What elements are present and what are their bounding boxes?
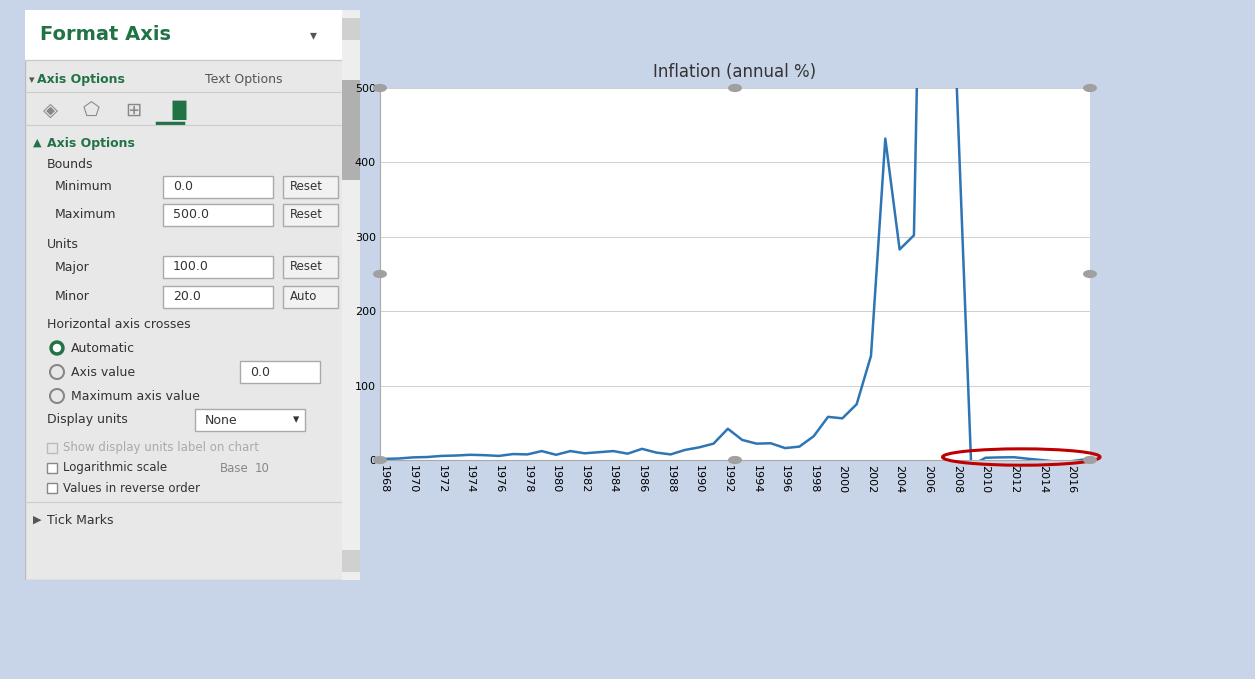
Bar: [343, 80, 360, 180]
Bar: [25, 10, 360, 60]
Text: 0.0: 0.0: [250, 365, 270, 378]
Text: Reset: Reset: [290, 208, 323, 221]
Text: Maximum axis value: Maximum axis value: [72, 390, 200, 403]
Text: Axis Options: Axis Options: [36, 73, 126, 86]
Text: 20.0: 20.0: [173, 291, 201, 304]
Text: Display units: Display units: [46, 414, 128, 426]
Text: Minor: Minor: [55, 291, 90, 304]
Bar: [343, 18, 360, 40]
FancyBboxPatch shape: [163, 256, 274, 278]
Text: ▾: ▾: [310, 28, 318, 42]
FancyBboxPatch shape: [25, 10, 360, 580]
Text: 100.0: 100.0: [173, 261, 208, 274]
Text: ⊞: ⊞: [126, 100, 142, 120]
Text: ✕: ✕: [340, 28, 351, 42]
Text: Minimum: Minimum: [55, 181, 113, 194]
Text: Reset: Reset: [290, 261, 323, 274]
Text: 500.0: 500.0: [173, 208, 210, 221]
Text: Reset: Reset: [290, 181, 323, 194]
FancyBboxPatch shape: [46, 463, 56, 473]
FancyBboxPatch shape: [195, 409, 305, 431]
Text: Major: Major: [55, 261, 90, 274]
Text: Units: Units: [46, 238, 79, 251]
Text: Maximum: Maximum: [55, 208, 117, 221]
Text: Text Options: Text Options: [205, 73, 282, 86]
Title: Inflation (annual %): Inflation (annual %): [654, 63, 817, 81]
Circle shape: [50, 341, 64, 355]
Text: ⬠: ⬠: [83, 100, 100, 120]
FancyBboxPatch shape: [163, 176, 274, 198]
Text: Tick Marks: Tick Marks: [46, 513, 113, 526]
Text: Format Axis: Format Axis: [40, 26, 171, 45]
Text: Axis value: Axis value: [72, 365, 136, 378]
Text: 0.0: 0.0: [173, 181, 193, 194]
Text: ▲: ▲: [348, 24, 354, 33]
FancyBboxPatch shape: [282, 204, 338, 226]
Text: ▾: ▾: [29, 75, 35, 85]
Text: None: None: [205, 414, 237, 426]
Text: 10: 10: [255, 462, 270, 475]
FancyBboxPatch shape: [282, 176, 338, 198]
FancyBboxPatch shape: [163, 204, 274, 226]
FancyBboxPatch shape: [163, 286, 274, 308]
FancyBboxPatch shape: [282, 256, 338, 278]
Text: ▼: ▼: [348, 557, 354, 566]
Text: Base: Base: [220, 462, 248, 475]
Text: ▲: ▲: [33, 138, 41, 148]
Bar: [343, 10, 360, 580]
Text: ▾: ▾: [292, 414, 299, 426]
Text: ◈: ◈: [43, 100, 58, 120]
Text: Automatic: Automatic: [72, 342, 136, 354]
Text: Bounds: Bounds: [46, 158, 94, 172]
Text: Show display units label on chart: Show display units label on chart: [63, 441, 259, 454]
Text: Axis Options: Axis Options: [46, 136, 134, 149]
Circle shape: [54, 344, 60, 352]
Text: ▐▌: ▐▌: [164, 100, 195, 120]
Text: Values in reverse order: Values in reverse order: [63, 481, 200, 494]
FancyBboxPatch shape: [46, 443, 56, 453]
Text: Logarithmic scale: Logarithmic scale: [63, 462, 167, 475]
Text: Auto: Auto: [290, 291, 318, 304]
FancyBboxPatch shape: [282, 286, 338, 308]
Text: ▶: ▶: [33, 515, 41, 525]
FancyBboxPatch shape: [46, 483, 56, 493]
Bar: [343, 550, 360, 572]
Text: Horizontal axis crosses: Horizontal axis crosses: [46, 318, 191, 331]
FancyBboxPatch shape: [240, 361, 320, 383]
